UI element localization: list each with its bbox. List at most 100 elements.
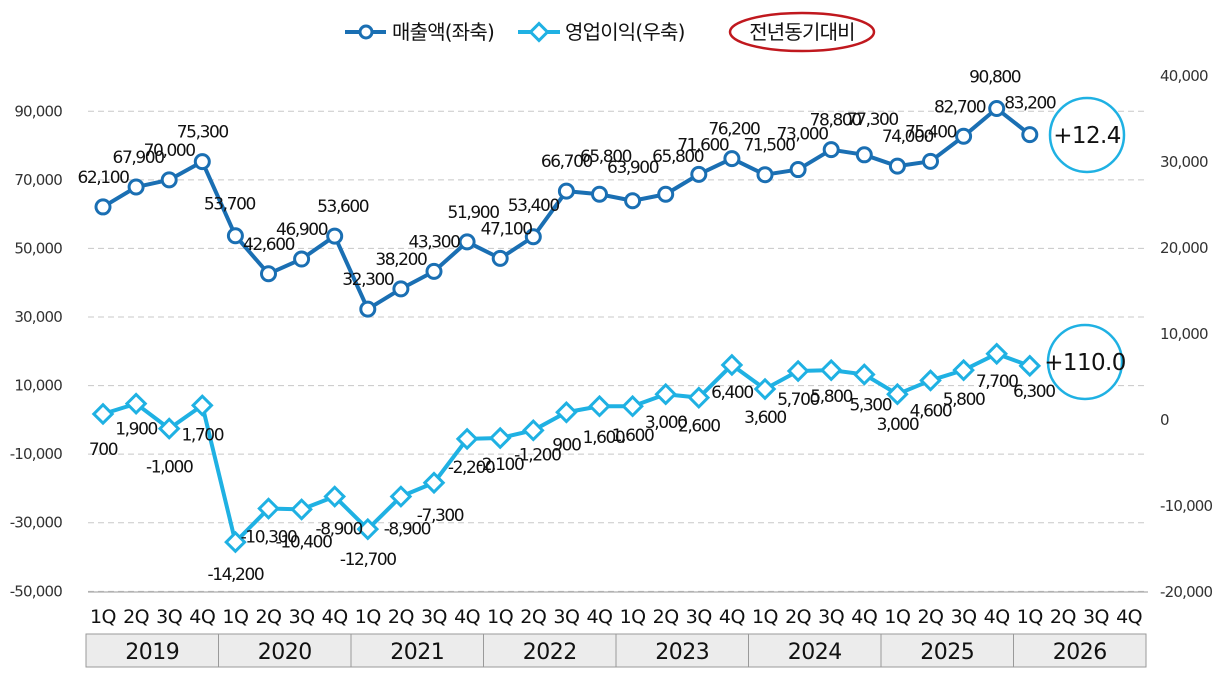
sales-data-label: 71,500 (743, 136, 795, 156)
sales-marker (988, 100, 1006, 118)
op-marker (323, 485, 347, 508)
op-data-label: 700 (89, 440, 118, 460)
x-quarter-label: 4Q (1116, 606, 1142, 628)
year-label: 2019 (125, 640, 179, 665)
op-data-label: 4,600 (910, 401, 952, 421)
x-quarter-label: 2Q (917, 606, 943, 628)
x-quarter-label: 4Q (851, 606, 877, 628)
y-left-tick-label: -10,000 (10, 445, 63, 463)
op-marker (588, 394, 611, 418)
year-label: 2025 (920, 640, 974, 665)
x-quarter-label: 2Q (520, 606, 546, 628)
sales-data-label: 77,300 (847, 110, 899, 130)
op-data-label: 3,000 (877, 415, 919, 435)
sales-data-label: 38,200 (375, 250, 427, 270)
x-quarter-label: 3Q (421, 606, 447, 628)
op-marker (224, 530, 247, 554)
sales-marker (425, 262, 443, 280)
op-data-label: 5,300 (849, 395, 891, 415)
sales-data-label: 75,400 (905, 122, 957, 142)
op-marker (488, 426, 512, 450)
legend-sales-marker (358, 24, 374, 40)
op-marker (356, 517, 380, 541)
op-marker (124, 392, 148, 415)
sales-data-label: 66,700 (541, 152, 593, 172)
op-data-label: -10,400 (276, 532, 332, 552)
op-marker (1018, 354, 1042, 378)
x-quarter-label: 2Q (1050, 606, 1076, 628)
op-marker (521, 419, 545, 442)
year-box (85, 633, 219, 668)
sales-marker (94, 198, 112, 216)
series-layer (91, 100, 1042, 554)
sales-data-label: 67,900 (113, 148, 165, 168)
x-quarter-label: 2Q (123, 606, 149, 628)
op-yoy-bubble (1046, 323, 1124, 401)
op-marker (886, 382, 909, 406)
sales-data-label: 70,000 (144, 141, 196, 161)
op-marker (819, 358, 843, 382)
sales-marker (690, 165, 708, 183)
x-quarter-label: 4Q (189, 606, 215, 628)
sales-marker (955, 127, 973, 145)
op-data-label: 1,600 (583, 428, 625, 448)
y-left-tick-label: -50,000 (10, 582, 63, 600)
y-left-tick-label: 90,000 (14, 102, 62, 120)
sales-data-label: 82,700 (934, 97, 986, 117)
op-marker (985, 342, 1009, 366)
op-marker (786, 359, 810, 383)
sales-marker (756, 166, 774, 184)
x-quarter-label: 1Q (222, 606, 248, 628)
x-quarter-label: 2Q (255, 606, 281, 628)
year-label: 2022 (523, 640, 577, 665)
sales-marker (591, 185, 608, 203)
x-quarter-label: 1Q (752, 606, 778, 628)
op-marker (455, 427, 479, 451)
y-right-tick-label: 20,000 (1160, 239, 1208, 257)
op-data-label: -1,000 (146, 458, 193, 478)
x-quarter-label: 1Q (487, 606, 513, 628)
year-box (1013, 633, 1147, 668)
op-data-label: 5,800 (810, 387, 852, 407)
sales-data-label: 90,800 (969, 68, 1021, 88)
y-right-tick-label: -10,000 (1160, 497, 1213, 515)
op-data-label: -8,900 (315, 520, 362, 540)
op-data-label: 3,000 (645, 413, 687, 433)
sales-data-label: 83,200 (1004, 94, 1056, 114)
sales-yoy-value: +12.4 (1053, 123, 1120, 149)
op-marker (621, 394, 644, 418)
sales-marker (359, 300, 377, 318)
sales-marker (293, 250, 311, 268)
x-quarter-label: 3Q (686, 606, 712, 628)
op-marker (422, 471, 446, 495)
x-quarter-label: 4Q (586, 606, 612, 628)
op-data-label: 5,700 (777, 390, 819, 410)
x-quarter-label: 4Q (454, 606, 480, 628)
year-box (880, 633, 1014, 668)
y-left-tick-label: 50,000 (14, 239, 62, 257)
x-quarter-label: 1Q (90, 606, 116, 628)
x-quarter-label: 1Q (884, 606, 910, 628)
sales-data-label: 43,300 (408, 232, 460, 252)
y-right-tick-label: -20,000 (1160, 583, 1213, 601)
year-box (615, 633, 749, 668)
op-marker (753, 377, 777, 401)
sales-data-label: 53,400 (508, 196, 560, 216)
x-quarter-label: 3Q (818, 606, 844, 628)
sales-marker (326, 227, 344, 245)
op-marker (919, 369, 942, 392)
sales-data-label: 63,900 (607, 158, 659, 178)
x-quarter-label: 3Q (951, 606, 977, 628)
op-data-label: -10,300 (241, 528, 297, 548)
op-marker (157, 417, 181, 440)
x-quarter-label: 3Q (553, 606, 579, 628)
sales-data-label: 32,300 (342, 270, 394, 290)
y-right-tick-label: 30,000 (1160, 153, 1208, 171)
sales-yoy-bubble (1048, 96, 1126, 174)
sales-data-label: 71,600 (677, 135, 729, 155)
op-data-label: -7,300 (417, 506, 464, 526)
sales-marker (1021, 126, 1039, 144)
op-marker (555, 400, 578, 424)
